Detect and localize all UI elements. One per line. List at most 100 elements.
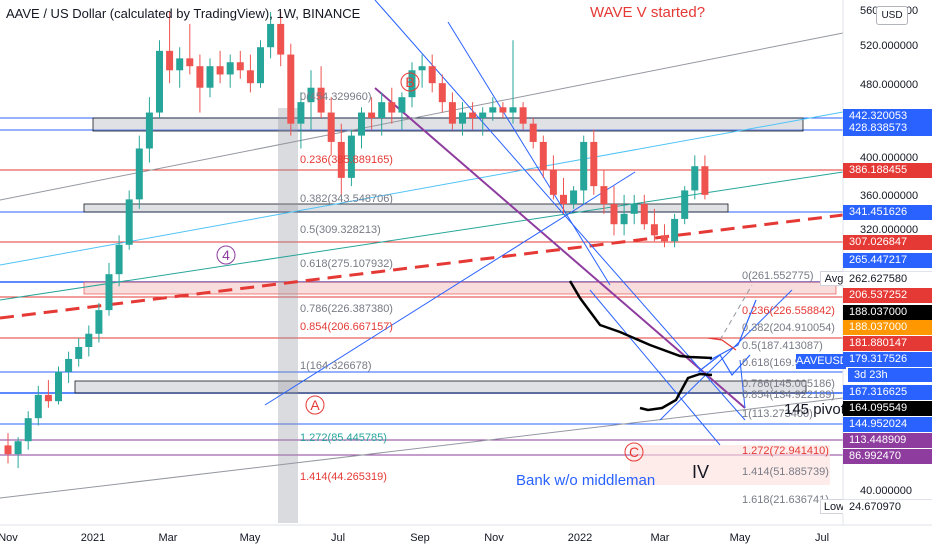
candle-body: [317, 87, 325, 113]
trend-line: [589, 289, 721, 446]
candle-body: [671, 218, 679, 242]
price-tick: 320.000000: [860, 224, 918, 236]
candle-body: [287, 54, 295, 124]
fib-level-label: 0.618(275.107932): [300, 258, 393, 270]
candle-body: [630, 204, 638, 214]
price-level-label: 341.451626: [843, 205, 932, 220]
candle-body: [14, 441, 22, 455]
candle-body: [337, 141, 345, 178]
candle-body: [257, 47, 264, 84]
candle-body: [65, 358, 73, 372]
candle-body: [448, 102, 456, 124]
candle-body: [640, 204, 648, 225]
candle-body: [226, 62, 234, 75]
candle-body: [135, 148, 143, 200]
candle-body: [590, 141, 598, 187]
price-level-label: 164.095549: [843, 401, 932, 416]
candle-body: [206, 66, 214, 88]
time-tick: 2022: [568, 532, 592, 544]
support-zone: [83, 281, 837, 295]
candle-body: [519, 107, 527, 124]
avg-badge: Avg: [820, 271, 848, 286]
fib-level-label: 0(454.329960): [300, 91, 372, 103]
fib-level-label: 0.854(206.667157): [300, 321, 393, 333]
candle-body: [95, 310, 103, 334]
wave-c-label: C: [629, 444, 639, 460]
candles: [4, 12, 709, 469]
candle-body: [75, 346, 83, 359]
time-tick: Jul: [815, 532, 829, 544]
ticker-badge: AAVEUSD: [796, 354, 848, 369]
candle-body: [388, 102, 396, 113]
price-level-label: 262.627580: [843, 271, 932, 286]
fib-level-label: 1(113.273400): [742, 408, 813, 420]
resistance-zone: [92, 117, 804, 132]
candle-body: [499, 107, 507, 113]
trend-line: [264, 171, 636, 406]
wave-a-label-circle: [305, 395, 325, 415]
candle-body: [327, 112, 335, 142]
trend-line: [374, 87, 746, 409]
support-zone: [74, 380, 807, 394]
candle-body: [55, 371, 62, 402]
candle-body: [186, 58, 194, 67]
price-level-label: 86.992470: [843, 449, 932, 464]
fib-level-label: 0.5(309.328213): [300, 224, 381, 236]
candle-body: [459, 112, 466, 124]
candle-body: [620, 213, 628, 225]
projection-path: [719, 284, 753, 341]
low-badge: Low: [820, 499, 848, 514]
price-level-label: 206.537252: [843, 288, 932, 303]
time-tick: Nov: [484, 532, 504, 544]
fib-level-label: 0.236(226.558842): [742, 305, 835, 317]
price-level-label: 428.838573: [843, 121, 932, 136]
fib-level-label: 1.272(72.941410): [742, 445, 829, 457]
candle-body: [479, 112, 487, 119]
candle-body: [600, 186, 608, 205]
candle-body: [166, 50, 174, 71]
candle-body: [438, 83, 446, 103]
channel-line: [0, 397, 844, 499]
projection-path: [739, 359, 746, 409]
fib-level-label: 1.272(85.445785): [300, 432, 387, 444]
fib-level-label: 1.618(21.636741): [742, 494, 829, 506]
candle-body: [216, 66, 224, 75]
fib-level-label: 1.414(44.265319): [300, 471, 387, 483]
price-tick: 360.000000: [860, 190, 918, 202]
candle-body: [428, 66, 436, 84]
price-level-label: 442.320053: [843, 109, 932, 124]
candle-body: [610, 204, 618, 225]
candle-body: [85, 333, 93, 347]
fib-level-label: 0.786(226.387380): [300, 303, 393, 315]
candle-body: [246, 70, 254, 84]
candle-body: [529, 123, 537, 142]
fib-level-label: 0.236(385.889165): [300, 154, 393, 166]
vertical-zone: [278, 108, 298, 523]
candle-body: [701, 166, 709, 195]
time-tick: Nov: [0, 532, 18, 544]
candle-body: [267, 23, 275, 48]
fib-level-label: 0.786(145.005186): [742, 378, 835, 390]
candle-body: [681, 190, 689, 219]
candle-body: [368, 112, 376, 119]
fib-level-label: 0(261.552775): [742, 270, 814, 282]
price-tick: 480.000000: [860, 79, 918, 91]
candle-body: [509, 107, 517, 113]
candle-body: [650, 224, 658, 236]
fib-level-label: 1.414(51.885739): [742, 466, 829, 478]
fib-level-label: 0.618(169.9): [742, 357, 804, 369]
channel-line-dashed: [0, 213, 844, 320]
countdown-badge: 3d 23h: [848, 368, 932, 382]
candle-body: [570, 190, 578, 205]
channel-line: [0, 32, 844, 201]
price-level-label: 24.670970: [843, 499, 932, 514]
trend-line: [447, 21, 611, 286]
price-level-label: 181.880147: [843, 336, 932, 351]
pivot-line: [568, 280, 713, 360]
chart-title: AAVE / US Dollar (calculated by TradingV…: [6, 6, 361, 21]
candle-body: [398, 97, 406, 113]
currency-button[interactable]: USD: [876, 6, 908, 25]
wave-4-label: 4: [222, 247, 230, 263]
candle-body: [408, 70, 416, 98]
